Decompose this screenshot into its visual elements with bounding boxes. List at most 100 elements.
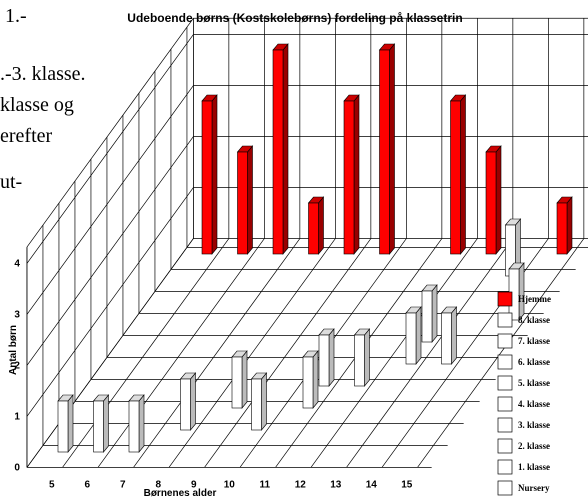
bar-side (282, 43, 289, 255)
legend-label: Hjemme (518, 294, 551, 304)
bar-front (485, 151, 497, 255)
bar (57, 394, 74, 453)
y-tick-label: 1 (14, 411, 20, 422)
legend-swatch (497, 354, 513, 370)
bar (449, 94, 467, 255)
floor-line (133, 238, 301, 468)
bar-front (57, 400, 69, 453)
bar (421, 284, 438, 343)
y-tick-label: 0 (14, 462, 20, 473)
y-tick-label: 4 (14, 258, 20, 269)
bar-front (93, 400, 104, 453)
bar-front (237, 151, 248, 255)
bar-front (302, 356, 314, 409)
bar (318, 328, 335, 387)
x-tick-label: 14 (366, 479, 378, 490)
bar-front (379, 49, 390, 255)
legend-label: 1. klasse (518, 462, 550, 472)
bar-front (343, 100, 355, 255)
bar-side (103, 394, 109, 453)
legend-swatch (497, 417, 513, 433)
legend-label: 2. klasse (518, 441, 550, 451)
legend-swatch (497, 438, 513, 454)
legend-label: 7. klasse (518, 336, 550, 346)
y-tick-label: 3 (14, 309, 20, 320)
bar (128, 394, 145, 453)
bar-side (364, 328, 370, 387)
x-tick-label: 12 (295, 479, 307, 490)
wall-edge (26, 18, 194, 248)
legend-label: 3. klasse (518, 420, 550, 430)
bar (307, 196, 325, 255)
bar-side (247, 145, 253, 255)
bar-side (566, 196, 573, 255)
bar-front (180, 378, 191, 431)
bar (508, 262, 525, 321)
grid-line (26, 34, 194, 264)
side-text: klasse og (0, 94, 74, 116)
bar (236, 145, 254, 255)
legend-label: 8. klasse (518, 315, 550, 325)
bar-front (231, 356, 243, 409)
floor-line (310, 238, 478, 468)
bar (92, 394, 110, 453)
bar-side (328, 328, 335, 387)
bar (302, 350, 319, 409)
legend-swatch (497, 396, 513, 412)
side-text: .-3. klasse. (0, 63, 86, 85)
bar-front (251, 378, 262, 431)
floor-line (417, 238, 585, 468)
floor-line (97, 238, 265, 468)
bar (343, 94, 360, 255)
bar-front (354, 334, 365, 387)
x-tick-label: 7 (120, 479, 126, 490)
legend-swatch (497, 480, 513, 496)
bar (201, 94, 218, 255)
legend-label: 4. klasse (518, 399, 550, 409)
bar-front (318, 334, 330, 387)
x-tick-label: 5 (49, 479, 55, 490)
bar (504, 218, 522, 277)
bar-side (318, 196, 324, 255)
floor-line (346, 238, 514, 468)
grid-line (26, 136, 194, 366)
bar-side (67, 394, 74, 453)
legend-swatch (497, 459, 513, 475)
side-text: ut- (0, 171, 22, 193)
x-axis-label: Børnenes alder (144, 488, 217, 499)
bar-side (389, 43, 395, 255)
x-tick-label: 11 (260, 479, 271, 490)
legend-label: 6. klasse (518, 357, 550, 367)
bar-side (138, 394, 145, 453)
bar-side (190, 372, 196, 431)
floor-line (204, 238, 372, 468)
grid-line (26, 85, 194, 315)
bar-side (211, 94, 218, 255)
legend-label: Nursery (518, 483, 550, 493)
bar-front (405, 312, 417, 365)
legend-swatch (497, 312, 513, 328)
bar-side (241, 350, 248, 409)
side-text: 1.- (5, 5, 27, 27)
bar-side (261, 372, 267, 431)
bar-front (450, 100, 461, 255)
bar (353, 328, 371, 387)
bar (378, 43, 396, 255)
bar (250, 372, 268, 431)
x-tick-label: 8 (156, 479, 162, 490)
bar (485, 145, 502, 255)
bar-front (201, 100, 213, 255)
grid-line (26, 187, 194, 417)
grid-line (26, 238, 194, 468)
bar-side (451, 306, 457, 365)
bar-side (518, 262, 525, 321)
bar-side (460, 94, 466, 255)
bar (231, 350, 248, 409)
x-tick-label: 6 (85, 479, 91, 490)
x-tick-label: 13 (330, 479, 342, 490)
bar (272, 43, 289, 255)
bar-side (431, 284, 438, 343)
bar-front (421, 290, 433, 343)
x-tick-label: 10 (224, 479, 236, 490)
